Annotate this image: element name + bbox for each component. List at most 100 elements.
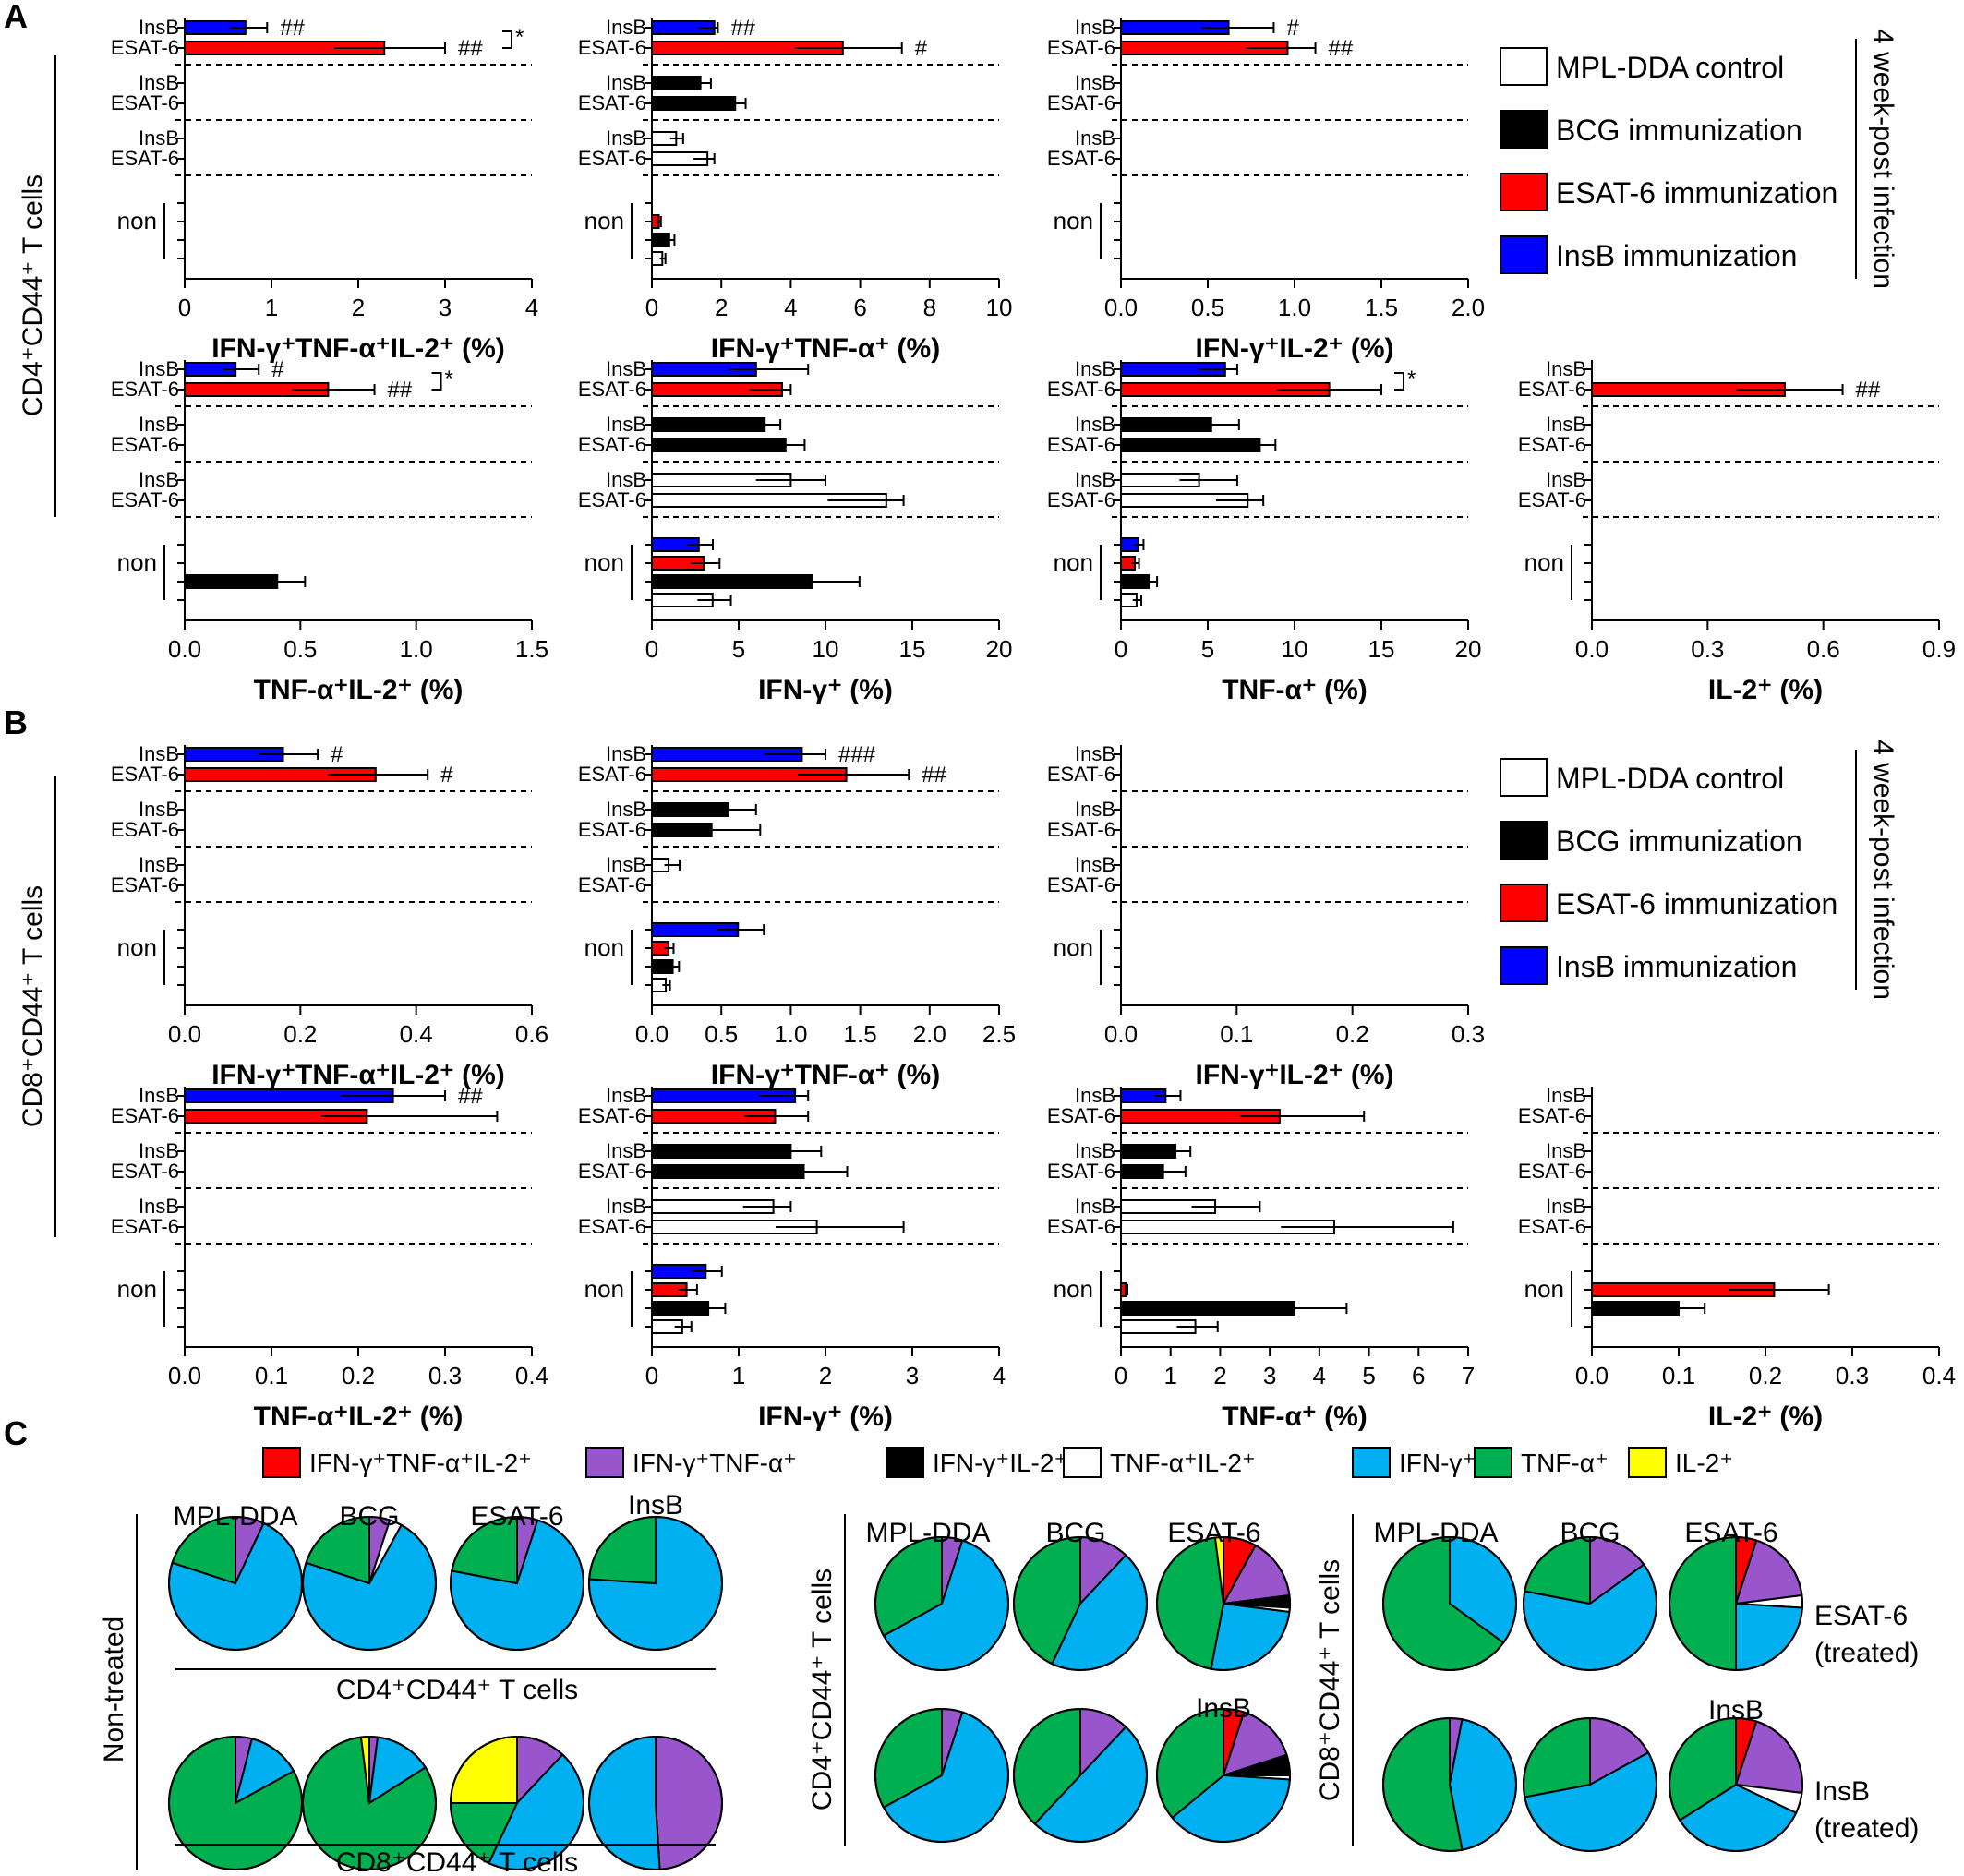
x-tick-label: 0: [1115, 635, 1127, 663]
cd4-side-label-c: CD4⁺CD44⁺ T cells: [807, 1569, 837, 1810]
x-tick-label: 5: [732, 635, 745, 663]
x-tick-label: 7: [1462, 1362, 1475, 1389]
row-label: InsB: [606, 853, 646, 876]
row-label: InsB: [606, 798, 646, 821]
pie-slice: [1448, 1718, 1517, 1851]
x-tick-label: 0: [645, 1362, 658, 1389]
pie-outline: [588, 1736, 723, 1870]
pie-outline: [1382, 1717, 1517, 1852]
x-tick-label: 0.2: [1336, 1020, 1369, 1048]
pie-cd8-insb: [1523, 1716, 1657, 1852]
pie-outline: [302, 1736, 437, 1870]
pie-slice: [1523, 1716, 1591, 1798]
panel-label-a: A: [4, 0, 28, 35]
significance-mark: ##: [458, 36, 483, 61]
x-tick-label: 1.0: [1278, 294, 1311, 321]
legend-label: MPL-DDA control: [1556, 762, 1784, 795]
row-label: InsB: [606, 413, 646, 436]
x-tick-label: 2.0: [1452, 294, 1485, 321]
significance-mark: #: [271, 357, 284, 382]
pie-cd4-esat: [874, 1535, 1009, 1671]
row-label: ESAT-6: [578, 873, 646, 896]
x-tick-label: 2: [819, 1362, 832, 1389]
row-label: ESAT-6: [578, 488, 646, 511]
x-tick-label: 0.0: [1575, 1362, 1609, 1389]
row-label-non: non: [1054, 1275, 1093, 1303]
x-tick-label: 1: [732, 1362, 745, 1389]
pie-outline: [1156, 1536, 1291, 1671]
pie-outline: [588, 1516, 723, 1651]
non-treated-label: Non-treated: [99, 1617, 129, 1762]
pie-legend-swatch: [585, 1447, 624, 1478]
pie-outline: [450, 1736, 584, 1870]
cd4-side-label: CD4⁺CD44⁺ T cells: [18, 174, 48, 416]
row-label: ESAT-6: [1047, 763, 1115, 786]
row-label: InsB: [606, 468, 646, 491]
row-label: ESAT-6: [1518, 1104, 1586, 1127]
pie-legend-label: TNF-α⁺IL-2⁺: [1110, 1449, 1256, 1477]
legend-label: MPL-DDA control: [1556, 51, 1784, 84]
pie-nt-cd4: [302, 1515, 437, 1651]
pie-outline: [450, 1516, 584, 1651]
x-axis-title: TNF-α⁺IL-2⁺ (%): [254, 675, 464, 705]
row-label: InsB: [1546, 413, 1586, 436]
cd8-side-label: CD8⁺CD44⁺ T cells: [18, 885, 48, 1127]
significance-bracket: [431, 372, 442, 391]
pie-col-label: BCG: [1045, 1518, 1105, 1548]
legend-label: InsB immunization: [1556, 950, 1797, 983]
row-label: ESAT-6: [578, 378, 646, 401]
pie-slice: [1156, 1536, 1225, 1670]
row-label-non: non: [584, 207, 624, 234]
pie-nt-cd8: [302, 1735, 437, 1871]
significance-mark: ##: [280, 16, 305, 41]
panel-label-c: C: [4, 1414, 28, 1452]
row-label: InsB: [139, 468, 179, 491]
treated-label: InsB: [1814, 1776, 1870, 1807]
pie-col-label: BCG: [339, 1501, 399, 1532]
row-label: ESAT-6: [111, 147, 179, 170]
x-tick-label: 0.5: [1191, 294, 1224, 321]
x-tick-label: 0.2: [342, 1362, 375, 1389]
row-label-non: non: [584, 933, 624, 961]
x-tick-label: 1.5: [1365, 294, 1398, 321]
row-label: InsB: [606, 1139, 646, 1162]
row-label: ESAT-6: [1047, 147, 1115, 170]
row-label: ESAT-6: [578, 433, 646, 456]
legend-label: BCG immunization: [1556, 114, 1802, 147]
x-tick-label: 0.1: [1662, 1362, 1695, 1389]
row-label-non: non: [1524, 1275, 1564, 1303]
pie-nt-cd4: [588, 1515, 723, 1651]
x-axis-title: TNF-α⁺ (%): [1222, 1401, 1368, 1432]
pie-col-label: ESAT-6: [1684, 1518, 1777, 1548]
pie-outline: [1523, 1536, 1657, 1671]
panel-label-b: B: [4, 704, 28, 741]
row-label-non: non: [117, 548, 157, 576]
x-tick-label: 0.4: [400, 1020, 433, 1048]
row-label: InsB: [139, 853, 179, 876]
row-label: InsB: [139, 126, 179, 150]
time-label: 4 week-post infection: [1868, 29, 1898, 289]
row-label: ESAT-6: [578, 763, 646, 786]
x-axis-title: TNF-α⁺IL-2⁺ (%): [254, 1401, 464, 1432]
pie-col-label: ESAT-6: [1167, 1518, 1260, 1548]
legend-swatch: [1500, 821, 1548, 860]
row-label: InsB: [1075, 1084, 1115, 1107]
row-label: ESAT-6: [1047, 818, 1115, 841]
row-label: ESAT-6: [1518, 1215, 1586, 1238]
x-tick-label: 20: [986, 635, 1013, 663]
x-tick-label: 15: [899, 635, 926, 663]
row-label: ESAT-6: [578, 91, 646, 114]
row-label: ESAT-6: [111, 36, 179, 59]
row-label: ESAT-6: [1518, 488, 1586, 511]
row-label: InsB: [139, 1084, 179, 1107]
row-label: ESAT-6: [111, 1215, 179, 1238]
x-axis-title: IFN-γ⁺TNF-α⁺ (%): [711, 333, 940, 364]
pie-cd4-insb: [1156, 1707, 1292, 1843]
x-tick-label: 0: [645, 294, 658, 321]
treated-label: (treated): [1814, 1813, 1919, 1844]
row-label: ESAT-6: [578, 1215, 646, 1238]
row-label-non: non: [584, 1275, 624, 1303]
x-tick-label: 5: [1201, 635, 1214, 663]
row-label-non: non: [584, 548, 624, 576]
